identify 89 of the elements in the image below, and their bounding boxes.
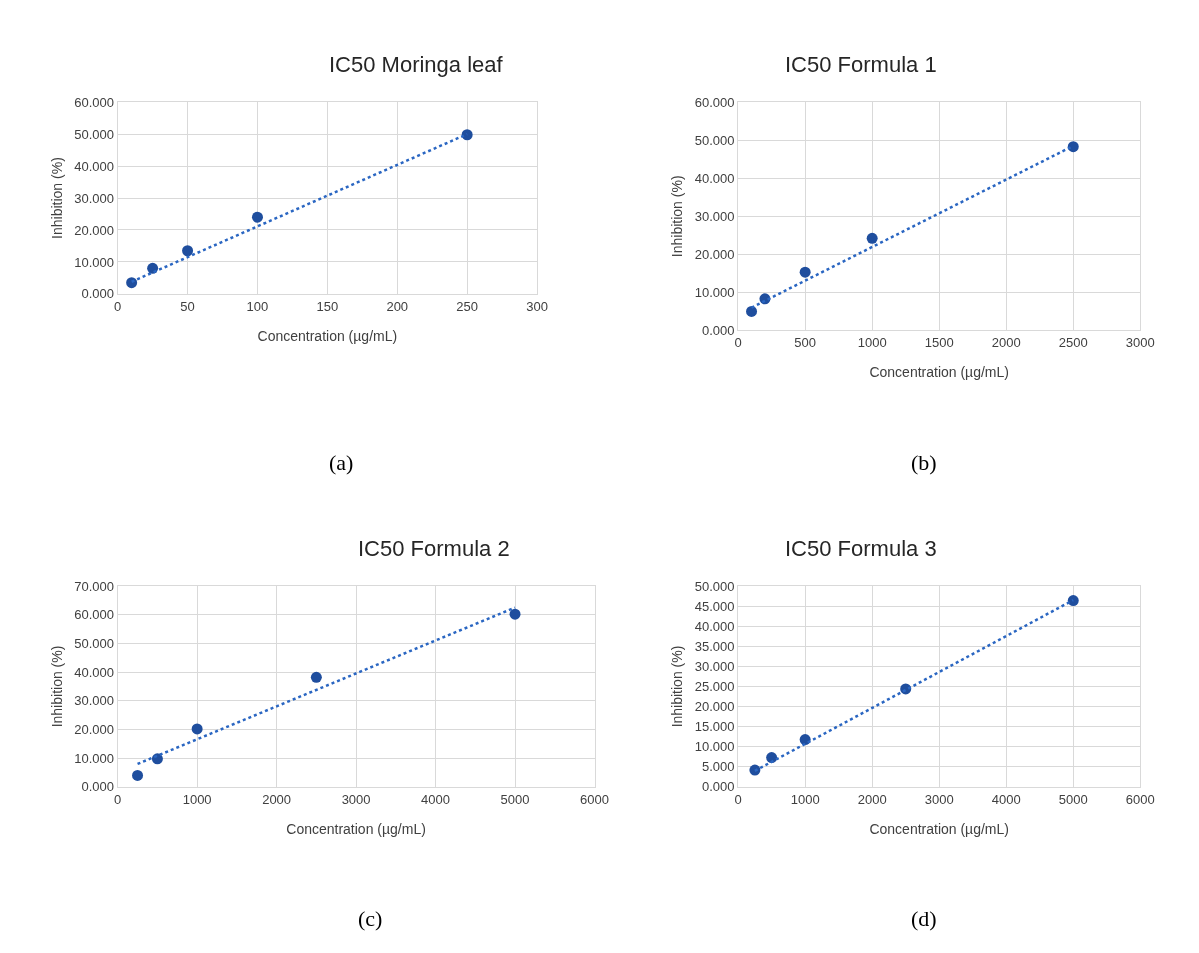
point — [132, 769, 144, 781]
text: (d) — [911, 906, 937, 931]
x-tick-label: 3000 — [924, 791, 954, 807]
point — [1067, 595, 1079, 607]
y-tick-label: 40.000 — [694, 170, 735, 186]
y-tick-label: 60.000 — [694, 94, 735, 110]
chart-title: IC50 Formula 1 — [785, 52, 937, 77]
y-tick-label: 30.000 — [694, 658, 735, 674]
point — [799, 266, 811, 278]
y-tick-label: 25.000 — [694, 679, 735, 695]
y-tick-label: 20.000 — [74, 722, 115, 738]
y-tick-label: 20.000 — [694, 699, 735, 715]
y-axis-title: Inhibition (%) — [48, 157, 65, 239]
point — [746, 305, 758, 317]
x-tick-label: 2500 — [1058, 335, 1088, 351]
y-tick-label: 50.000 — [74, 636, 115, 651]
x-tick-label: 5000 — [1058, 791, 1088, 807]
y-tick-label: 45.000 — [694, 598, 735, 614]
y-tick-label: 30.000 — [74, 190, 115, 206]
x-tick-label: 6000 — [580, 791, 609, 807]
x-tick-label: 4000 — [421, 791, 451, 807]
y-tick-label: 70.000 — [74, 578, 115, 594]
y-tick-label: 0.000 — [81, 779, 115, 795]
chart-title: IC50 Moringa leaf — [329, 52, 504, 77]
y-axis-title: Inhibition (%) — [669, 645, 686, 728]
x-tick-label: 0 — [114, 298, 122, 314]
y-tick-label: 0.000 — [81, 286, 115, 302]
x-tick-label: 100 — [246, 298, 269, 314]
x-tick-label: 0 — [734, 791, 742, 807]
x-axis-title: Concentration (µg/mL) — [257, 327, 398, 344]
y-axis-title: Inhibition (%) — [48, 645, 65, 728]
x-tick-label: 2000 — [991, 335, 1021, 351]
y-tick-label: 0.000 — [701, 322, 735, 338]
x-tick-label: 3000 — [1125, 335, 1155, 351]
y-tick-label: 5.000 — [701, 759, 735, 775]
point — [866, 232, 878, 244]
point — [126, 277, 138, 289]
text: (b) — [911, 450, 937, 475]
point — [191, 723, 203, 735]
y-tick-label: 10.000 — [694, 739, 735, 755]
x-tick-label: 2000 — [262, 791, 292, 807]
y-tick-label: 50.000 — [694, 132, 735, 148]
x-tick-label: 5000 — [500, 791, 530, 807]
x-axis-title: Concentration (µg/mL) — [869, 820, 1009, 837]
point — [1067, 141, 1079, 153]
x-axis-title: Concentration (µg/mL) — [869, 364, 1009, 381]
x-tick-label: 300 — [526, 298, 548, 314]
x-tick-label: 1000 — [857, 335, 887, 351]
y-tick-label: 35.000 — [694, 638, 735, 654]
y-tick-label: 30.000 — [74, 693, 115, 709]
y-tick-label: 40.000 — [74, 664, 115, 680]
x-tick-label: 3000 — [341, 791, 371, 807]
y-tick-label: 60.000 — [74, 607, 115, 623]
chart-title: IC50 Formula 3 — [785, 536, 937, 561]
x-tick-label: 500 — [794, 335, 817, 351]
point — [509, 608, 521, 620]
x-tick-label: 0 — [114, 791, 122, 807]
y-tick-label: 10.000 — [74, 750, 115, 766]
x-tick-label: 200 — [386, 298, 409, 314]
x-tick-label: 0 — [734, 335, 742, 351]
y-tick-label: 50.000 — [694, 578, 735, 594]
x-tick-label: 4000 — [991, 791, 1021, 807]
point — [310, 671, 322, 683]
y-tick-label: 40.000 — [694, 618, 735, 634]
y-tick-label: 30.000 — [694, 208, 735, 224]
x-tick-label: 1000 — [182, 791, 212, 807]
y-tick-label: 20.000 — [694, 246, 735, 262]
y-tick-label: 0.000 — [701, 779, 735, 795]
chart-title: IC50 Formula 2 — [358, 536, 510, 561]
y-tick-label: 20.000 — [74, 222, 115, 238]
x-tick-label: 1500 — [924, 335, 954, 351]
point — [251, 211, 263, 223]
y-tick-label: 40.000 — [74, 158, 115, 174]
point — [182, 245, 194, 257]
y-tick-label: 50.000 — [74, 126, 115, 142]
x-tick-label: 150 — [316, 298, 339, 314]
text: (c) — [358, 906, 383, 931]
text: (a) — [329, 450, 354, 475]
y-tick-label: 15.000 — [694, 719, 735, 735]
y-axis-title: Inhibition (%) — [669, 175, 686, 258]
y-tick-label: 60.000 — [74, 94, 115, 110]
x-tick-label: 1000 — [790, 791, 820, 807]
x-tick-label: 50 — [180, 298, 195, 314]
x-tick-label: 250 — [456, 298, 479, 314]
x-tick-label: 2000 — [857, 791, 887, 807]
y-tick-label: 10.000 — [694, 284, 735, 300]
x-axis-title: Concentration (µg/mL) — [286, 820, 426, 837]
x-tick-label: 6000 — [1125, 791, 1155, 807]
y-tick-label: 10.000 — [74, 254, 115, 270]
